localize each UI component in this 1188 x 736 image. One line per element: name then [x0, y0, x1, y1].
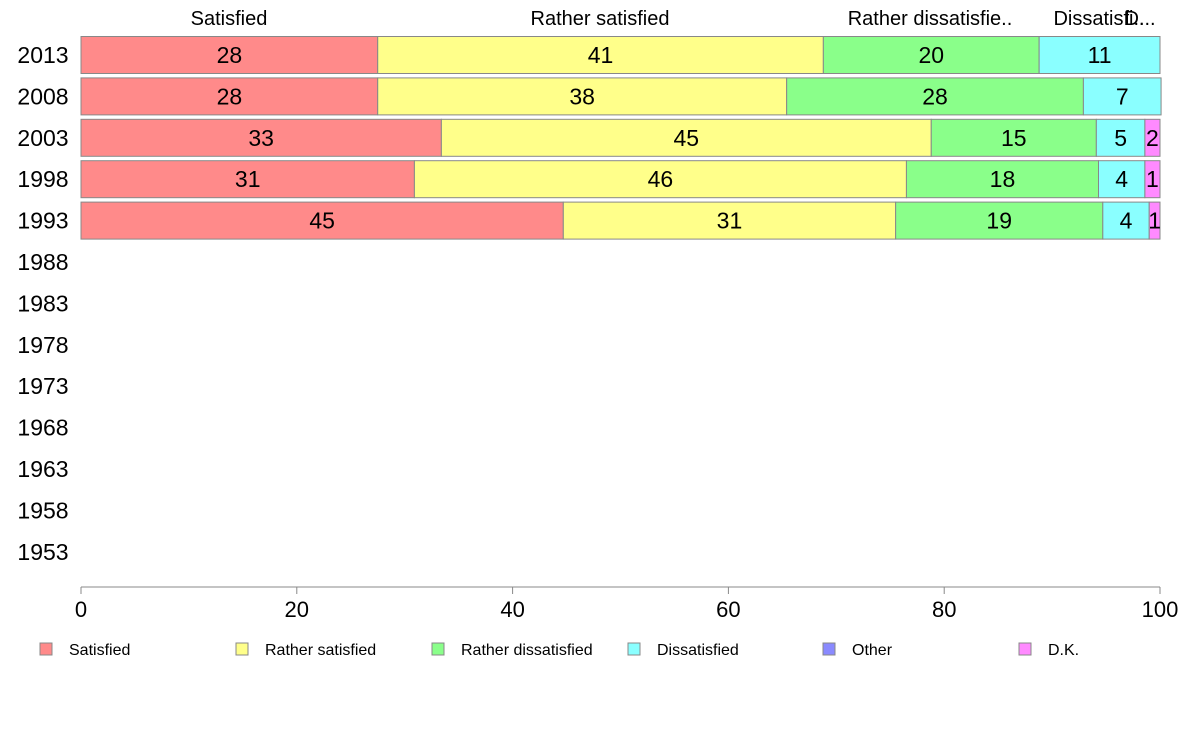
bar-value-label: 15 [1001, 125, 1027, 151]
bar-segment-satisfied [80, 118, 442, 157]
legend-swatch [39, 642, 53, 656]
bar-segment-rather-satisfied [377, 36, 824, 74]
x-tick-label: 40 [500, 597, 524, 622]
bar-value-label: 4 [1120, 208, 1133, 234]
bar-segment-rather-satisfied [562, 201, 897, 240]
year-label: 1973 [17, 373, 68, 399]
bar-segment-dissatisfied [1082, 77, 1162, 116]
bar-value-label: 28 [217, 83, 243, 109]
bar-value-label: 1 [1148, 208, 1161, 234]
year-label: 1988 [17, 249, 68, 275]
year-label: 2003 [17, 125, 68, 151]
bar-value-label: 46 [648, 166, 674, 192]
bar-value-label: 18 [990, 166, 1016, 192]
legend-label: Dissatisfied [657, 642, 739, 659]
year-label: 2013 [17, 42, 68, 68]
bar-segment-rather-satisfied [413, 160, 907, 199]
legend-label: Satisfied [69, 642, 130, 659]
column-header-label: Dissatisfi.. [1053, 8, 1144, 30]
bar-segment-dissatisfied [1095, 118, 1146, 157]
legend: Satisfied Rather satisfied Rather dissatis… [39, 642, 1079, 659]
column-header-label: D... [1124, 8, 1155, 30]
legend-label: D.K. [1048, 642, 1079, 659]
bar-segment-satisfied [80, 201, 564, 240]
column-header-label: Rather satisfied [531, 8, 670, 30]
legend-swatch [235, 642, 249, 656]
year-label: 1993 [17, 208, 68, 234]
bar-value-label: 38 [569, 83, 595, 109]
legend-swatch [627, 642, 641, 656]
x-tick-label: 100 [1142, 597, 1179, 622]
column-header-label: Rather dissatisfie.. [848, 8, 1013, 30]
bar-value-label: 20 [918, 42, 944, 68]
bar-segment-dissatisfied [1038, 36, 1161, 74]
legend-swatch [431, 642, 445, 656]
bar-value-label: 31 [717, 208, 743, 234]
legend-label: Other [852, 642, 893, 659]
year-label: 1958 [17, 497, 68, 523]
bar-segment-rather-dissatisfied [905, 160, 1099, 199]
bar-segment-rather-dissatisfied [786, 77, 1084, 116]
bar-value-label: 7 [1116, 83, 1129, 109]
x-tick-label: 20 [285, 597, 309, 622]
bar-segment-satisfied [80, 77, 379, 116]
bar-value-label: 5 [1114, 125, 1127, 151]
bar-value-label: 41 [588, 42, 614, 68]
bar-value-label: 11 [1088, 42, 1112, 68]
bar-value-label: 28 [922, 83, 948, 109]
bar-segment-satisfied [80, 36, 379, 74]
bar-segment-d-k- [1144, 118, 1161, 157]
bar-value-label: 2 [1146, 125, 1159, 151]
column-header-label: Satisfied [191, 8, 268, 30]
year-label: 1998 [17, 166, 68, 192]
year-axis-labels: 2013 2008 2003 1998 1993 1988 1983 1978 1973 1968… [17, 42, 68, 565]
x-tick-label: 80 [932, 597, 956, 622]
bar-value-label: 31 [235, 166, 261, 192]
year-label: 1983 [17, 290, 68, 316]
bar-segment-d-k- [1148, 201, 1161, 240]
bar-value-label: 33 [248, 125, 274, 151]
bars-layer: 28 41 20 11 28 38 28 7 33 45 15 5 2 31 46 18 4 1 45 31 19 4 1 [80, 36, 1162, 240]
bar-segment-rather-satisfied [440, 118, 932, 157]
year-label: 1968 [17, 415, 68, 441]
legend-swatch [822, 642, 836, 656]
bar-value-label: 45 [674, 125, 700, 151]
year-label: 2008 [17, 83, 68, 109]
bar-value-label: 28 [217, 42, 243, 68]
legend-label: Rather dissatisfied [461, 642, 593, 659]
legend-label: Rather satisfied [265, 642, 376, 659]
legend-swatch [1018, 642, 1032, 656]
year-label: 1963 [17, 456, 68, 482]
bar-segment-dissatisfied [1097, 160, 1146, 199]
x-axis: 0 20 40 60 80 100 [75, 586, 1179, 622]
bar-value-label: 45 [309, 208, 335, 234]
bar-segment-rather-satisfied [377, 77, 788, 116]
column-header-labels: Satisfied Rather satisfied Rather dissatis… [191, 8, 1156, 30]
bar-segment-rather-dissatisfied [822, 36, 1040, 74]
bar-segment-satisfied [80, 160, 415, 199]
year-label: 1978 [17, 332, 68, 358]
x-tick-label: 60 [716, 597, 740, 622]
bar-value-label: 1 [1146, 166, 1159, 192]
bar-value-label: 4 [1115, 166, 1128, 192]
x-tick-label: 0 [75, 597, 87, 622]
bar-value-label: 19 [986, 208, 1012, 234]
bar-segment-d-k- [1144, 160, 1161, 199]
year-label: 1953 [17, 539, 68, 565]
